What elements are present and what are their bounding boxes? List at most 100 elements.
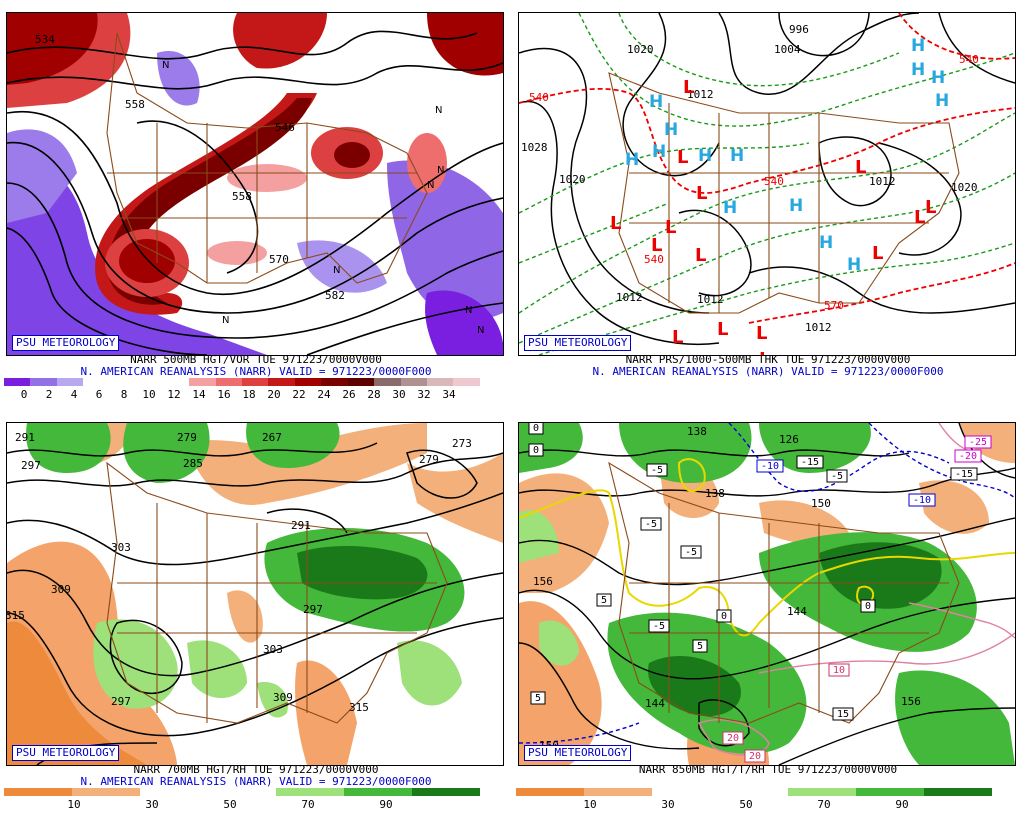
colorbar-tick-label: 24 bbox=[317, 388, 331, 401]
high-marker: H bbox=[789, 196, 803, 216]
contour-labels: 291 279 285 267 273 279 297 303 309 315 … bbox=[7, 431, 472, 714]
isotherm-label-box bbox=[528, 423, 544, 435]
colorbar-segment bbox=[720, 788, 788, 796]
colorbar-segment bbox=[412, 788, 480, 796]
colorbar-tick-label: 22 bbox=[292, 388, 306, 401]
rh-field: 291 279 285 267 273 279 297 303 309 315 … bbox=[7, 423, 503, 765]
contour-label: 582 bbox=[325, 289, 345, 302]
contour-label: 303 bbox=[263, 643, 283, 656]
colorbar-segment bbox=[56, 378, 84, 386]
isotherm-label: 5 bbox=[697, 641, 703, 652]
isobar-label: 1012 bbox=[805, 321, 832, 334]
colorbar-tick-label: 10 bbox=[142, 388, 156, 401]
isotherm-label: -10 bbox=[913, 495, 931, 506]
high-marker: H bbox=[935, 91, 949, 111]
thickness-label: 540 bbox=[959, 53, 979, 66]
map-700mb: 291 279 285 267 273 279 297 303 309 315 … bbox=[6, 422, 504, 766]
isotherm-label: -5 bbox=[685, 547, 697, 558]
contour-label: 558 bbox=[232, 190, 252, 203]
height-label: 156 bbox=[533, 575, 553, 588]
vorticity-field: 534 558 546 558 570 582 N N N N N N N N bbox=[7, 13, 503, 355]
vort-marker: N bbox=[435, 105, 442, 116]
panel-valid-time: N. AMERICAN REANALYSIS (NARR) VALID = 97… bbox=[592, 365, 944, 378]
panel-mslp-thickness: 1028 1020 1020 1012 1004 996 1012 1012 1… bbox=[512, 0, 1024, 409]
isotherm-label-box bbox=[528, 443, 544, 457]
colorbar-tick-label: 32 bbox=[417, 388, 431, 401]
isotherm-label-box bbox=[950, 467, 978, 481]
colorbar-segment bbox=[321, 378, 348, 386]
thickness-labels: 540 540 540 570 540 bbox=[529, 53, 979, 312]
colorbar-tick-label: 8 bbox=[120, 388, 128, 401]
isotherm-label-box bbox=[716, 609, 732, 623]
contour-label: 285 bbox=[183, 457, 203, 470]
isotherm-label: 0 bbox=[533, 445, 539, 456]
pressure-thickness-field: 1028 1020 1020 1012 1004 996 1012 1012 1… bbox=[519, 13, 1015, 355]
colorbar-segment bbox=[652, 788, 720, 796]
panel-valid-time: N. AMERICAN REANALYSIS (NARR) VALID = 97… bbox=[80, 365, 432, 378]
colorbar-tick-label: 4 bbox=[70, 388, 78, 401]
isotherm-label-box bbox=[828, 663, 850, 677]
colorbar-segment bbox=[347, 378, 375, 386]
colorbar-segment bbox=[189, 378, 216, 386]
low-marker: L bbox=[756, 323, 767, 344]
isobar-labels: 1028 1020 1020 1012 1004 996 1012 1012 1… bbox=[521, 23, 978, 334]
colorbar bbox=[4, 378, 480, 386]
colorbar-segment bbox=[72, 788, 140, 796]
colorbar-segment bbox=[400, 378, 427, 386]
contour-label: 297 bbox=[21, 459, 41, 472]
isotherm-label-box bbox=[954, 449, 982, 463]
isobar-label: 1004 bbox=[774, 43, 801, 56]
vort-marker: N bbox=[333, 265, 340, 276]
thickness-label: 540 bbox=[529, 91, 549, 104]
isotherm-label: 20 bbox=[749, 751, 761, 762]
temp-rh-field: 138 126 138 156 144 150 156 144 150 0-5-… bbox=[519, 423, 1015, 765]
low-marker: L bbox=[695, 245, 706, 266]
height-label: 126 bbox=[779, 433, 799, 446]
colorbar-segment bbox=[856, 788, 924, 796]
colorbar-segment bbox=[4, 788, 72, 796]
colorbar-tick-label: 10 bbox=[583, 798, 597, 811]
isotherm-label: -25 bbox=[969, 437, 987, 448]
isotherm-label-box bbox=[648, 619, 670, 633]
colorbar-tick-label: 50 bbox=[223, 798, 237, 811]
thickness-label: 540 bbox=[764, 175, 784, 188]
vort-marker: N bbox=[477, 325, 484, 336]
high-marker: H bbox=[649, 92, 663, 112]
isotherm-label-box bbox=[756, 459, 784, 473]
high-marker: H bbox=[911, 60, 925, 80]
isotherm-label: 10 bbox=[833, 665, 845, 676]
height-label: 156 bbox=[901, 695, 921, 708]
contour-label: 291 bbox=[291, 519, 311, 532]
isobar-label: 1020 bbox=[951, 181, 978, 194]
isobar-label: 1012 bbox=[687, 88, 714, 101]
colorbar-segment bbox=[30, 378, 57, 386]
high-marker: H bbox=[698, 146, 712, 166]
isotherm-label-box bbox=[692, 639, 708, 653]
isotherm-label: -10 bbox=[761, 461, 779, 472]
contour-label: 291 bbox=[15, 431, 35, 444]
high-marker: H bbox=[664, 120, 678, 140]
panel-700mb-rh: 291 279 285 267 273 279 297 303 309 315 … bbox=[0, 410, 512, 819]
isobar-label: 1020 bbox=[559, 173, 586, 186]
colorbar-tick-label: 28 bbox=[367, 388, 381, 401]
low-marker: L bbox=[677, 147, 688, 168]
isotherm-label: 15 bbox=[837, 709, 849, 720]
panel-title: NARR PRS/1000-500MB THK TUE 971223/0000V… bbox=[625, 353, 911, 366]
colorbar-segment bbox=[83, 378, 110, 386]
isotherm-label-box bbox=[964, 435, 992, 449]
isotherm-label: 0 bbox=[865, 601, 871, 612]
map-mslp: 1028 1020 1020 1012 1004 996 1012 1012 1… bbox=[518, 12, 1016, 356]
colorbar-tick-label: 70 bbox=[817, 798, 831, 811]
colorbar-tick-label: 14 bbox=[192, 388, 206, 401]
isotherm-label: -20 bbox=[959, 451, 977, 462]
isotherm-label: -5 bbox=[651, 465, 663, 476]
colorbar-segment bbox=[584, 788, 652, 796]
vort-marker: N bbox=[465, 305, 472, 316]
colorbar-segment bbox=[516, 788, 584, 796]
isotherm-label-box bbox=[826, 469, 848, 483]
colorbar-tick-label: 0 bbox=[20, 388, 28, 401]
isotherm-label: -5 bbox=[831, 471, 843, 482]
isotherm-label: -5 bbox=[645, 519, 657, 530]
isotherm-label: 0 bbox=[721, 611, 727, 622]
colorbar-tick-label: 30 bbox=[661, 798, 675, 811]
